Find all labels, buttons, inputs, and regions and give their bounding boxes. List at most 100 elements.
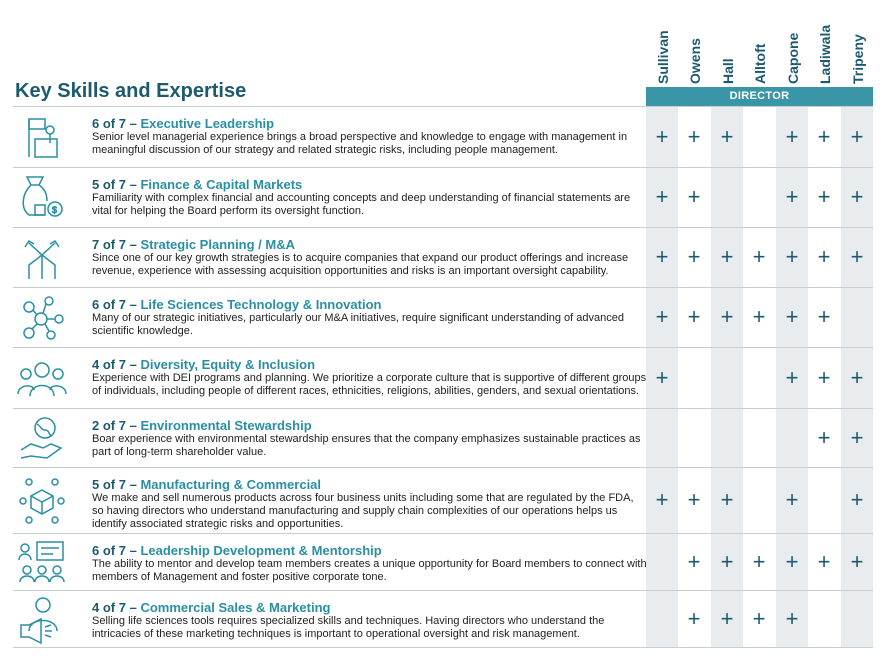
skill-mark-plus: + bbox=[817, 424, 831, 450]
skill-row: 5 of 7 – Manufacturing & Commercial We ma… bbox=[13, 467, 873, 533]
skill-mark-plus: + bbox=[850, 123, 864, 149]
skill-count: 2 of 7 bbox=[92, 418, 126, 433]
skill-description: We make and sell numerous products acros… bbox=[92, 492, 634, 530]
skill-description: Selling life sciences tools requires spe… bbox=[92, 615, 605, 640]
skill-row: 6 of 7 – Leadership Development & Mentor… bbox=[13, 533, 873, 590]
skill-heading: 6 of 7 – Executive Leadership bbox=[92, 116, 647, 131]
skill-mark-plus: + bbox=[817, 123, 831, 149]
skill-mark-plus: + bbox=[687, 606, 701, 631]
skill-mark-plus: + bbox=[850, 424, 864, 450]
skill-mark-plus: + bbox=[817, 244, 831, 269]
skill-dash: – bbox=[125, 600, 141, 615]
skill-mark-plus: + bbox=[785, 487, 799, 512]
skill-icon bbox=[17, 293, 77, 343]
skill-mark-plus: + bbox=[817, 364, 831, 390]
skill-mark-plus: + bbox=[655, 184, 669, 209]
skill-name: Diversity, Equity & Inclusion bbox=[140, 357, 316, 372]
skill-mark-plus: + bbox=[720, 123, 734, 149]
skill-icon bbox=[17, 595, 77, 645]
skill-description: Senior level managerial experience bring… bbox=[92, 131, 628, 156]
skill-mark-plus: + bbox=[655, 123, 669, 149]
skill-icon bbox=[17, 173, 77, 223]
skill-mark-plus: + bbox=[785, 606, 799, 631]
skill-icon bbox=[17, 476, 77, 526]
skill-name: Manufacturing & Commercial bbox=[140, 477, 322, 492]
skill-dash: – bbox=[125, 543, 141, 558]
skill-mark-plus: + bbox=[785, 548, 799, 574]
skill-heading: 2 of 7 – Environmental Stewardship bbox=[92, 418, 647, 433]
skill-name: Finance & Capital Markets bbox=[140, 177, 303, 192]
skill-mark-plus: + bbox=[720, 487, 734, 512]
molecule-icon bbox=[17, 293, 67, 343]
presentation-team-icon bbox=[17, 538, 67, 588]
skill-count: 7 of 7 bbox=[92, 237, 126, 252]
skill-row: 6 of 7 – Life Sciences Technology & Inno… bbox=[13, 287, 873, 347]
skill-name: Environmental Stewardship bbox=[140, 418, 312, 433]
skill-dash: – bbox=[125, 177, 141, 192]
skill-heading: 4 of 7 – Commercial Sales & Marketing bbox=[92, 600, 647, 615]
skill-name: Leadership Development & Mentorship bbox=[140, 543, 382, 558]
director-name: Tripeny bbox=[849, 34, 866, 84]
column-shade-sullivan bbox=[646, 106, 678, 648]
skill-icon bbox=[17, 233, 77, 283]
podium-flag-icon bbox=[17, 113, 67, 163]
skill-icon bbox=[17, 113, 77, 163]
skill-mark-plus: + bbox=[817, 548, 831, 574]
skill-icon bbox=[17, 354, 77, 404]
skill-heading: 5 of 7 – Finance & Capital Markets bbox=[92, 177, 647, 192]
skill-mark-plus: + bbox=[687, 244, 701, 269]
director-name: Sullivan bbox=[654, 30, 671, 84]
skill-count: 6 of 7 bbox=[92, 116, 126, 131]
director-header-bar: DIRECTOR bbox=[646, 87, 873, 106]
skill-count: 5 of 7 bbox=[92, 477, 126, 492]
skill-description: Experience with DEI programs and plannin… bbox=[92, 372, 647, 397]
skill-name: Executive Leadership bbox=[140, 116, 275, 131]
skill-heading: 6 of 7 – Leadership Development & Mentor… bbox=[92, 543, 647, 558]
skill-mark-plus: + bbox=[850, 184, 864, 209]
director-name: Ladiwala bbox=[816, 24, 833, 84]
column-shade-hall bbox=[711, 106, 743, 648]
column-shade-tripeny bbox=[841, 106, 873, 648]
skill-dash: – bbox=[125, 297, 141, 312]
skill-dash: – bbox=[125, 477, 141, 492]
skill-row: 2 of 7 – Environmental Stewardship Boar e… bbox=[13, 408, 873, 467]
money-bag-icon bbox=[17, 173, 67, 223]
skill-dash: – bbox=[125, 237, 141, 252]
skill-mark-plus: + bbox=[687, 123, 701, 149]
skill-mark-plus: + bbox=[785, 244, 799, 269]
skill-mark-plus: + bbox=[785, 304, 799, 329]
skill-mark-plus: + bbox=[655, 304, 669, 329]
skill-count: 6 of 7 bbox=[92, 297, 126, 312]
skill-mark-plus: + bbox=[752, 548, 766, 574]
skill-description: Familiarity with complex financial and a… bbox=[92, 192, 631, 217]
skill-dash: – bbox=[125, 418, 141, 433]
skill-heading: 7 of 7 – Strategic Planning / M&A bbox=[92, 237, 647, 252]
skill-row: 7 of 7 – Strategic Planning / M&A Since o… bbox=[13, 227, 873, 287]
skill-count: 4 of 7 bbox=[92, 357, 126, 372]
skill-description: Since one of our key growth strategies i… bbox=[92, 252, 629, 277]
skill-mark-plus: + bbox=[687, 184, 701, 209]
page-title: Key Skills and Expertise bbox=[15, 80, 247, 102]
director-name: Alltoft bbox=[751, 43, 768, 84]
skill-heading: 6 of 7 – Life Sciences Technology & Inno… bbox=[92, 297, 647, 312]
column-shade-capone bbox=[776, 106, 808, 648]
skill-name: Commercial Sales & Marketing bbox=[140, 600, 331, 615]
skill-mark-plus: + bbox=[850, 487, 864, 512]
skill-description: Many of our strategic initiatives, parti… bbox=[92, 312, 624, 337]
skill-mark-plus: + bbox=[785, 364, 799, 390]
skill-heading: 5 of 7 – Manufacturing & Commercial bbox=[92, 477, 647, 492]
skill-mark-plus: + bbox=[687, 548, 701, 574]
skill-dash: – bbox=[125, 357, 141, 372]
skill-count: 6 of 7 bbox=[92, 543, 126, 558]
skill-count: 4 of 7 bbox=[92, 600, 126, 615]
skill-mark-plus: + bbox=[850, 244, 864, 269]
skill-icon bbox=[17, 414, 77, 464]
skill-description: Boar experience with environmental stewa… bbox=[92, 433, 641, 458]
skill-icon bbox=[17, 538, 77, 588]
skill-mark-plus: + bbox=[720, 304, 734, 329]
network-box-icon bbox=[17, 476, 67, 526]
skill-name: Life Sciences Technology & Innovation bbox=[140, 297, 382, 312]
skill-mark-plus: + bbox=[850, 548, 864, 574]
skill-count: 5 of 7 bbox=[92, 177, 126, 192]
director-name: Owens bbox=[686, 38, 703, 84]
